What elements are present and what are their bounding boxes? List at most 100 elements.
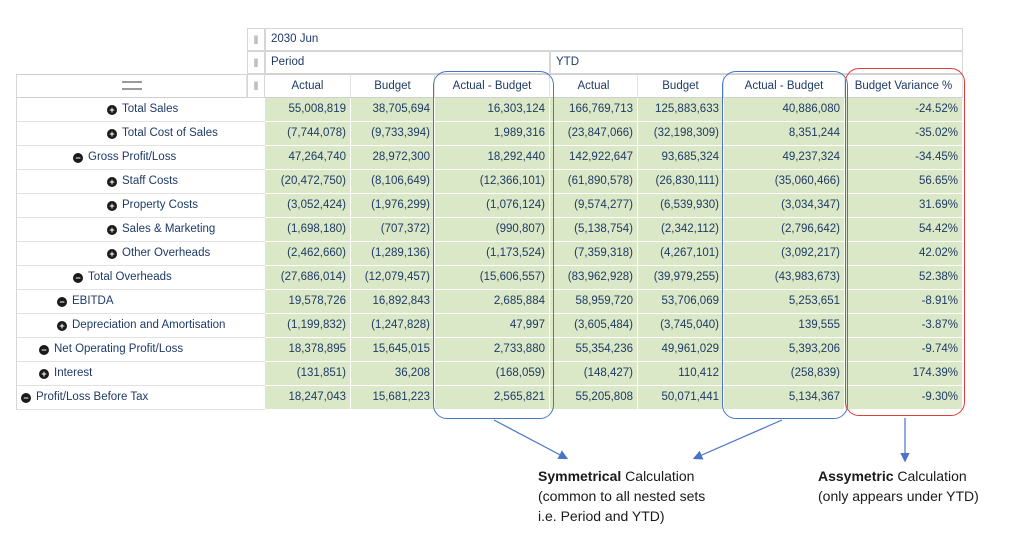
cell-budget-ytd[interactable]: (3,745,040) [638, 314, 724, 338]
cell-actual-minus-budget[interactable]: 47,997 [435, 314, 550, 338]
cell-actual[interactable]: (131,851) [265, 362, 351, 386]
cell-actual-minus-budget[interactable]: 18,292,440 [435, 146, 550, 170]
cell-budget-variance-pct[interactable]: -24.52% [845, 98, 963, 122]
cell-budget-variance-pct[interactable]: -3.87% [845, 314, 963, 338]
row-label-text[interactable]: Staff Costs [122, 175, 179, 187]
cell-budget-variance-pct[interactable]: -35.02% [845, 122, 963, 146]
cell-actual-minus-budget-ytd[interactable]: (43,983,673) [724, 266, 845, 290]
cell-actual-ytd[interactable]: (5,138,754) [550, 218, 638, 242]
cell-actual-minus-budget[interactable]: (168,059) [435, 362, 550, 386]
cell-actual[interactable]: (20,472,750) [265, 170, 351, 194]
cell-budget[interactable]: 15,681,223 [351, 386, 435, 410]
cell-budget[interactable]: 15,645,015 [351, 338, 435, 362]
collapse-icon[interactable]: − [73, 273, 83, 283]
cell-actual-minus-budget[interactable]: 1,989,316 [435, 122, 550, 146]
expand-icon[interactable]: + [107, 225, 117, 235]
cell-actual-minus-budget[interactable]: (12,366,101) [435, 170, 550, 194]
row-label-text[interactable]: Total Cost of Sales [122, 127, 218, 139]
row-label-text[interactable]: Depreciation and Amortisation [72, 319, 226, 331]
column-header-actual-ytd[interactable]: Actual [550, 74, 638, 98]
cell-budget-ytd[interactable]: 110,412 [638, 362, 724, 386]
cell-actual-minus-budget-ytd[interactable]: 8,351,244 [724, 122, 845, 146]
collapse-icon[interactable]: − [73, 153, 83, 163]
cell-actual-ytd[interactable]: (61,890,578) [550, 170, 638, 194]
cell-budget-variance-pct[interactable]: 52.38% [845, 266, 963, 290]
cell-budget-ytd[interactable]: 93,685,324 [638, 146, 724, 170]
cell-budget-ytd[interactable]: (26,830,111) [638, 170, 724, 194]
cell-budget[interactable]: 38,705,694 [351, 98, 435, 122]
cell-budget-ytd[interactable]: (2,342,112) [638, 218, 724, 242]
cell-budget-variance-pct[interactable]: 42.02% [845, 242, 963, 266]
cell-actual-ytd[interactable]: (83,962,928) [550, 266, 638, 290]
cell-budget-variance-pct[interactable]: -34.45% [845, 146, 963, 170]
cell-budget[interactable]: (9,733,394) [351, 122, 435, 146]
cell-actual-minus-budget-ytd[interactable]: 139,555 [724, 314, 845, 338]
expand-icon[interactable]: + [107, 129, 117, 139]
cell-budget-variance-pct[interactable]: 56.65% [845, 170, 963, 194]
expand-icon[interactable]: + [107, 249, 117, 259]
row-menu-icon[interactable] [121, 81, 142, 91]
row-label-text[interactable]: Other Overheads [122, 247, 211, 259]
column-header-budget-variance-pct[interactable]: Budget Variance % [845, 74, 963, 98]
cell-budget-ytd[interactable]: 49,961,029 [638, 338, 724, 362]
cell-actual[interactable]: 47,264,740 [265, 146, 351, 170]
cell-actual[interactable]: (27,686,014) [265, 266, 351, 290]
cell-actual-minus-budget-ytd[interactable]: (2,796,642) [724, 218, 845, 242]
drag-handle-icon[interactable]: ‖ [247, 74, 265, 98]
cell-actual-ytd[interactable]: 55,205,808 [550, 386, 638, 410]
expand-icon[interactable]: + [107, 177, 117, 187]
cell-budget[interactable]: (12,079,457) [351, 266, 435, 290]
expand-icon[interactable]: + [39, 369, 49, 379]
cell-actual-minus-budget-ytd[interactable]: (3,034,347) [724, 194, 845, 218]
cell-budget-variance-pct[interactable]: -9.74% [845, 338, 963, 362]
cell-actual-minus-budget[interactable]: 2,733,880 [435, 338, 550, 362]
column-header-budget-ytd[interactable]: Budget [638, 74, 724, 98]
cell-budget-variance-pct[interactable]: -9.30% [845, 386, 963, 410]
cell-actual-minus-budget[interactable]: (1,173,524) [435, 242, 550, 266]
row-label-text[interactable]: EBITDA [72, 295, 114, 307]
cell-actual[interactable]: (3,052,424) [265, 194, 351, 218]
cell-actual[interactable]: 55,008,819 [265, 98, 351, 122]
column-header-actual-minus-budget-ytd[interactable]: Actual - Budget [724, 74, 845, 98]
cell-actual-ytd[interactable]: 58,959,720 [550, 290, 638, 314]
cell-budget-variance-pct[interactable]: -8.91% [845, 290, 963, 314]
cell-budget[interactable]: (707,372) [351, 218, 435, 242]
cell-actual-minus-budget[interactable]: 16,303,124 [435, 98, 550, 122]
expand-icon[interactable]: + [107, 105, 117, 115]
cell-budget-ytd[interactable]: 50,071,441 [638, 386, 724, 410]
cell-actual-ytd[interactable]: 166,769,713 [550, 98, 638, 122]
cell-budget-variance-pct[interactable]: 31.69% [845, 194, 963, 218]
cell-actual-minus-budget-ytd[interactable]: 5,253,651 [724, 290, 845, 314]
cell-actual[interactable]: (1,199,832) [265, 314, 351, 338]
cell-actual[interactable]: (2,462,660) [265, 242, 351, 266]
cell-actual-minus-budget[interactable]: (990,807) [435, 218, 550, 242]
cell-actual-minus-budget[interactable]: 2,565,821 [435, 386, 550, 410]
cell-actual-minus-budget-ytd[interactable]: (35,060,466) [724, 170, 845, 194]
cell-actual[interactable]: 18,378,895 [265, 338, 351, 362]
cell-budget[interactable]: (1,247,828) [351, 314, 435, 338]
cell-budget[interactable]: 16,892,843 [351, 290, 435, 314]
cell-actual-minus-budget-ytd[interactable]: 49,237,324 [724, 146, 845, 170]
row-label-text[interactable]: Profit/Loss Before Tax [36, 391, 149, 403]
cell-actual-ytd[interactable]: 142,922,647 [550, 146, 638, 170]
collapse-icon[interactable]: − [21, 393, 31, 403]
cell-actual[interactable]: 19,578,726 [265, 290, 351, 314]
cell-actual[interactable]: (1,698,180) [265, 218, 351, 242]
cell-actual-ytd[interactable]: 55,354,236 [550, 338, 638, 362]
cell-budget-variance-pct[interactable]: 174.39% [845, 362, 963, 386]
collapse-icon[interactable]: − [39, 345, 49, 355]
cell-budget-ytd[interactable]: (6,539,930) [638, 194, 724, 218]
cell-actual-ytd[interactable]: (23,847,066) [550, 122, 638, 146]
cell-budget[interactable]: 28,972,300 [351, 146, 435, 170]
expand-icon[interactable]: + [57, 321, 67, 331]
cell-actual-minus-budget-ytd[interactable]: 40,886,080 [724, 98, 845, 122]
row-label-text[interactable]: Gross Profit/Loss [88, 151, 177, 163]
collapse-icon[interactable]: − [57, 297, 67, 307]
cell-actual-ytd[interactable]: (3,605,484) [550, 314, 638, 338]
cell-budget[interactable]: (1,976,299) [351, 194, 435, 218]
cell-budget-ytd[interactable]: 53,706,069 [638, 290, 724, 314]
cell-budget[interactable]: (8,106,649) [351, 170, 435, 194]
cell-budget[interactable]: 36,208 [351, 362, 435, 386]
row-label-text[interactable]: Sales & Marketing [122, 223, 216, 235]
cell-actual-minus-budget-ytd[interactable]: 5,393,206 [724, 338, 845, 362]
